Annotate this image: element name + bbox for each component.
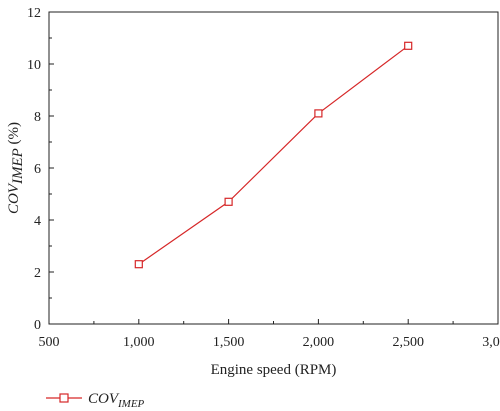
- y-tick-label: 0: [34, 318, 41, 333]
- data-point: [314, 109, 323, 118]
- y-axis-ticks: 0 2 4 6 8 10 12: [27, 6, 54, 333]
- y-axis-title-main: COV: [6, 182, 22, 214]
- series-layer: [134, 41, 413, 269]
- x-tick-label: 500: [39, 335, 60, 350]
- y-tick-label: 8: [34, 110, 41, 125]
- x-tick-label: 3,000: [482, 335, 500, 350]
- y-axis-title: COVIMEP (%): [6, 122, 26, 214]
- y-tick-label: 4: [34, 214, 41, 229]
- legend-label: COVIMEP: [88, 391, 145, 410]
- y-tick-label: 12: [27, 6, 41, 21]
- x-tick-label: 1,000: [123, 335, 155, 350]
- data-point: [224, 197, 233, 206]
- x-axis-ticks: 500 1,000 1,500 2,000 2,500 3,000: [39, 319, 500, 350]
- data-point: [404, 41, 413, 50]
- x-tick-label: 2,500: [392, 335, 424, 350]
- legend-label-main: COV: [88, 391, 120, 407]
- x-tick-label: 1,500: [213, 335, 245, 350]
- data-point: [134, 260, 143, 269]
- legend: COVIMEP: [46, 391, 145, 410]
- y-tick-label: 2: [34, 266, 41, 281]
- y-tick-label: 10: [27, 58, 41, 73]
- y-axis-title-suffix: (%): [6, 122, 22, 148]
- series-line: [138, 45, 409, 265]
- y-axis-title-subscript: IMEP: [10, 148, 26, 185]
- x-axis-title: Engine speed (RPM): [211, 362, 337, 378]
- plot-frame: [48, 11, 499, 325]
- legend-label-subscript: IMEP: [117, 398, 145, 410]
- y-tick-label: 6: [34, 162, 41, 177]
- legend-marker: [59, 393, 69, 403]
- x-tick-label: 2,000: [303, 335, 335, 350]
